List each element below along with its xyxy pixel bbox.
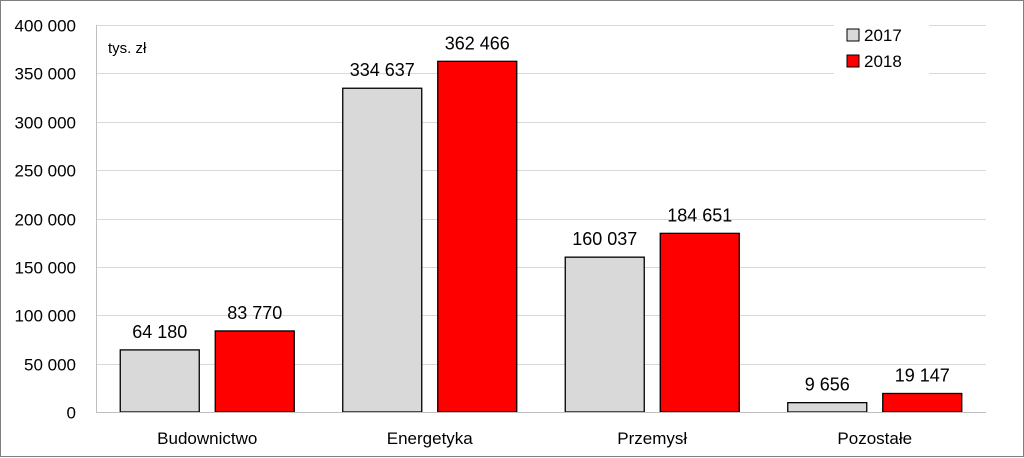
y-axis: 0 50 000 100 000 150 000 200 000 250 000 300 0…: [15, 17, 97, 423]
y-tick-label: 0: [67, 404, 76, 423]
bar-2018-2: [659, 232, 740, 413]
data-labels: 64 180 83 770 334 637 362 466 160 037 184 651…: [132, 33, 950, 394]
data-label: 64 180: [132, 322, 187, 342]
data-label: 160 037: [572, 229, 637, 249]
y-tick-label: 100 000: [15, 307, 76, 326]
legend-label: 2017: [864, 26, 902, 45]
legend-label: 2018: [864, 52, 902, 71]
y-tick-label: 200 000: [15, 211, 76, 230]
data-label: 9 656: [805, 375, 850, 395]
bar-2018-0: [214, 330, 295, 413]
bars: [119, 60, 963, 413]
unit-label: tys. zł: [108, 40, 147, 57]
bar-2017-1: [342, 87, 423, 413]
y-tick-label: 350 000: [15, 65, 76, 84]
data-label: 19 147: [895, 365, 950, 385]
x-tick-label: Budownictwo: [157, 429, 257, 448]
bar-2017-2: [564, 256, 645, 413]
data-label: 362 466: [445, 33, 510, 53]
bar-2017-3: [787, 402, 868, 413]
data-label: 83 770: [227, 303, 282, 323]
bar-2018-3: [882, 392, 963, 413]
y-tick-label: 250 000: [15, 162, 76, 181]
x-tick-label: Pozostałe: [837, 429, 912, 448]
y-tick-label: 150 000: [15, 259, 76, 278]
legend-swatch-2018: [846, 54, 860, 68]
bar-2018-1: [437, 60, 518, 413]
x-tick-label: Energetyka: [387, 429, 474, 448]
y-tick-label: 300 000: [15, 114, 76, 133]
legend-swatch-2017: [846, 28, 860, 42]
data-label: 184 651: [667, 205, 732, 225]
legend: 2017 2018: [834, 19, 929, 79]
x-axis: Budownictwo Energetyka Przemysł Pozostałe: [96, 412, 986, 448]
bar-2017-0: [119, 349, 200, 413]
y-tick-label: 400 000: [15, 17, 76, 36]
y-tick-label: 50 000: [24, 356, 76, 375]
data-label: 334 637: [350, 60, 415, 80]
x-tick-label: Przemysł: [617, 429, 687, 448]
